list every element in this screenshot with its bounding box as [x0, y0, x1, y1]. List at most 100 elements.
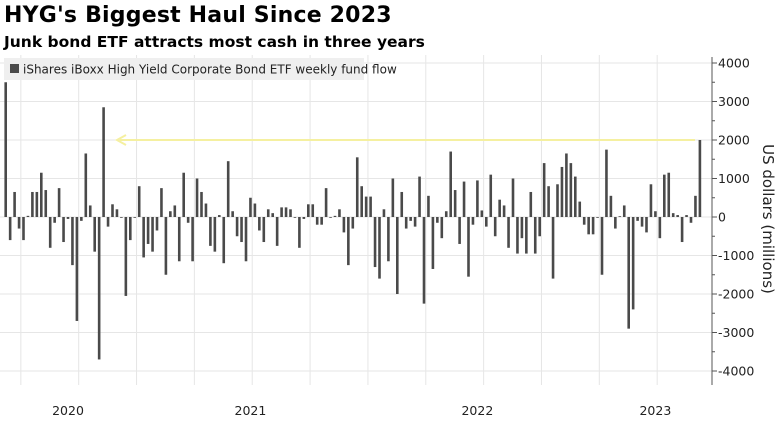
bar: [387, 217, 390, 262]
bar: [511, 178, 515, 217]
bar: [685, 215, 688, 217]
bar: [222, 217, 226, 264]
bar: [444, 211, 448, 217]
y-tick-label: -1000: [718, 248, 754, 263]
bar: [396, 217, 399, 294]
bar: [244, 217, 248, 262]
bar: [84, 153, 88, 217]
bar: [529, 191, 533, 217]
bar: [400, 191, 404, 217]
bar: [493, 217, 497, 237]
bars: [4, 82, 702, 360]
y-tick-label: 0: [718, 210, 726, 225]
legend-label: iShares iBoxx High Yield Corporate Bond …: [23, 63, 397, 77]
bar: [271, 213, 274, 217]
bar: [62, 217, 65, 243]
bar: [449, 151, 452, 217]
bar: [591, 217, 595, 235]
bar: [200, 191, 203, 217]
bar: [636, 217, 639, 221]
bar: [186, 217, 190, 223]
bar: [689, 217, 693, 223]
bar: [556, 184, 559, 217]
bar: [391, 178, 395, 217]
bar: [213, 217, 217, 252]
bar: [124, 217, 128, 296]
y-tick-label: -2000: [718, 287, 754, 302]
bar: [169, 211, 172, 217]
bar: [93, 217, 96, 252]
bar: [177, 217, 181, 262]
bar: [404, 217, 408, 229]
bar: [258, 217, 261, 231]
bar: [182, 172, 185, 217]
bar: [102, 107, 105, 217]
chart-title: HYG's Biggest Haul Since 2023: [4, 3, 392, 28]
bar: [676, 215, 679, 217]
bar: [533, 217, 537, 254]
bar: [347, 217, 350, 266]
bar: [164, 217, 168, 275]
bar: [422, 217, 426, 304]
bar: [289, 209, 292, 217]
bar: [453, 190, 457, 217]
bar: [298, 217, 301, 248]
bar: [284, 207, 288, 217]
bar: [574, 176, 577, 217]
bar: [151, 217, 154, 252]
bar: [418, 176, 421, 217]
bar: [342, 217, 346, 233]
bar: [75, 217, 79, 321]
bar: [622, 205, 626, 217]
bar: [31, 191, 34, 217]
bar: [476, 180, 479, 217]
bar: [333, 215, 337, 217]
y-tick-label: 3000: [718, 94, 750, 109]
bar: [307, 204, 310, 217]
bar: [195, 178, 199, 217]
bar: [226, 161, 230, 217]
bar: [115, 209, 119, 217]
bar: [160, 188, 163, 217]
bar: [658, 217, 662, 239]
bar: [218, 215, 221, 217]
bar: [440, 217, 444, 239]
bar: [338, 209, 341, 217]
bar: [22, 217, 25, 241]
bar: [600, 217, 604, 275]
bar: [458, 217, 461, 244]
bar: [360, 186, 363, 217]
bar: [369, 196, 372, 217]
bar: [53, 217, 56, 223]
bar: [4, 82, 7, 217]
legend-swatch: [10, 64, 19, 73]
bar: [502, 205, 506, 217]
bar: [373, 217, 377, 268]
bar: [605, 149, 608, 217]
y-axis-label: US dollars (millions): [759, 144, 777, 294]
bar: [627, 217, 630, 329]
bar: [315, 217, 319, 225]
bar: [587, 217, 590, 235]
bar: [155, 217, 159, 231]
bar: [467, 217, 470, 277]
bar: [565, 153, 568, 217]
bar: [57, 188, 61, 217]
x-tick-label: 2021: [235, 403, 267, 418]
x-tick-label: 2022: [461, 403, 493, 418]
bar: [88, 205, 92, 217]
y-tick-label: 2000: [718, 133, 750, 148]
bar: [382, 209, 386, 217]
bar: [471, 217, 475, 225]
bar: [609, 195, 613, 217]
bar: [547, 186, 550, 217]
bar: [694, 195, 697, 217]
bar: [516, 217, 519, 254]
bar: [324, 188, 328, 217]
legend: iShares iBoxx High Yield Corporate Bond …: [4, 58, 397, 80]
bar: [191, 217, 194, 262]
bar: [431, 217, 435, 269]
bar: [351, 217, 355, 229]
bar: [569, 163, 573, 217]
bar: [120, 217, 123, 218]
